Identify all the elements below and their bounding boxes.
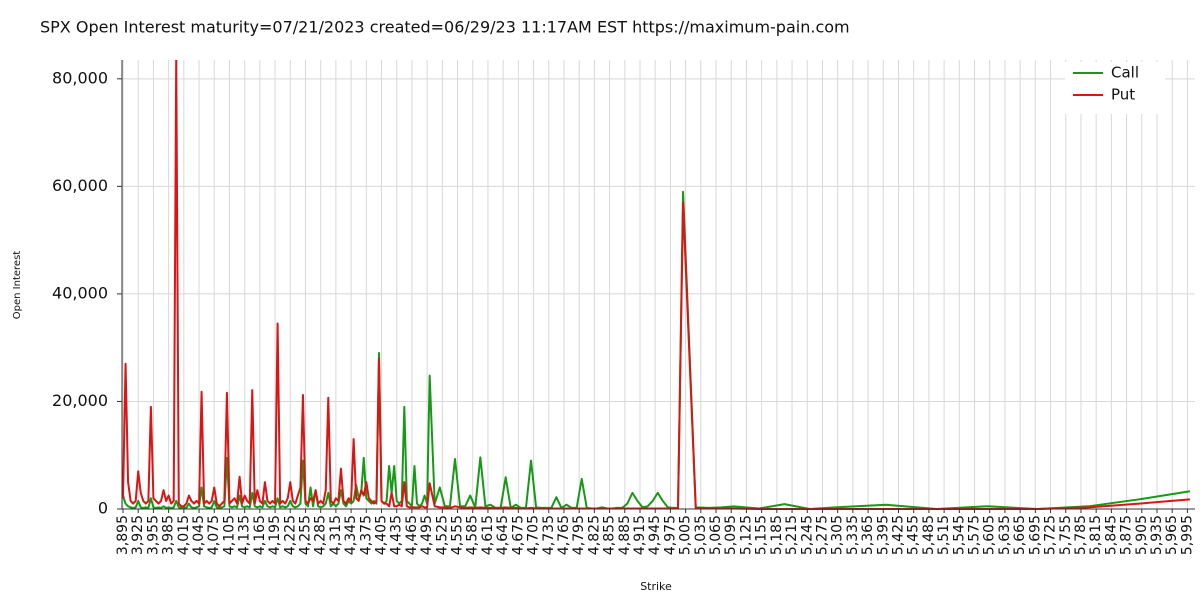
- x-tick-label: 5,845: [1103, 515, 1119, 555]
- y-tick-label: 80,000: [52, 68, 108, 87]
- series-line: [122, 190, 1191, 510]
- x-tick-label: 5,575: [967, 515, 983, 555]
- x-tick-label: 5,785: [1073, 515, 1089, 555]
- x-tick-label: 4,105: [221, 515, 237, 555]
- legend-label: Put: [1111, 86, 1135, 104]
- x-tick-label: 4,735: [541, 515, 557, 555]
- x-tick-label: 5,395: [875, 515, 891, 555]
- x-tick-label: 4,045: [191, 515, 207, 555]
- chart-title: SPX Open Interest maturity=07/21/2023 cr…: [40, 18, 850, 37]
- x-tick-label: 5,275: [814, 515, 830, 555]
- x-tick-label: 5,065: [708, 515, 724, 555]
- plot-lines: [122, 60, 1191, 510]
- x-tick-label: 4,495: [419, 515, 435, 555]
- y-axis-label: Open Interest: [12, 251, 23, 320]
- legend: Call Put: [1065, 62, 1165, 114]
- x-tick-label: 4,675: [510, 515, 526, 555]
- x-tick-label: 5,815: [1088, 515, 1104, 555]
- x-tick-label: 4,255: [297, 515, 313, 555]
- x-tick-label: 4,405: [374, 515, 390, 555]
- x-tick-label: 5,935: [1149, 515, 1165, 555]
- x-tick-label: 5,455: [906, 515, 922, 555]
- x-tick-label: 5,665: [1012, 515, 1028, 555]
- x-tick-label: 3,955: [145, 515, 161, 555]
- x-tick-label: 4,645: [495, 515, 511, 555]
- y-tick-label: 40,000: [52, 283, 108, 302]
- x-tick-label: 5,185: [769, 515, 785, 555]
- x-tick-label: 4,015: [176, 515, 192, 555]
- legend-box: [1065, 62, 1165, 114]
- x-tick-label: 5,995: [1179, 515, 1195, 555]
- x-tick-label: 5,965: [1164, 515, 1180, 555]
- x-tick-label: 4,075: [206, 515, 222, 555]
- x-tick-label: 4,345: [343, 515, 359, 555]
- x-tick-label: 5,365: [860, 515, 876, 555]
- x-tick-label: 4,795: [571, 515, 587, 555]
- x-tick-label: 4,945: [647, 515, 663, 555]
- x-tick-label: 5,245: [799, 515, 815, 555]
- x-tick-label: 5,695: [1027, 515, 1043, 555]
- x-tick-label: 4,525: [434, 515, 450, 555]
- x-tick-label: 5,485: [921, 515, 937, 555]
- x-tick-label: 5,905: [1134, 515, 1150, 555]
- x-tick-label: 5,005: [678, 515, 694, 555]
- x-tick-label: 4,975: [662, 515, 678, 555]
- x-tick-label: 5,215: [784, 515, 800, 555]
- legend-label: Call: [1111, 64, 1139, 82]
- x-tick-label: 4,435: [389, 515, 405, 555]
- x-tick-label: 5,425: [890, 515, 906, 555]
- y-tick-label: 60,000: [52, 176, 108, 195]
- x-tick-label: 5,035: [693, 515, 709, 555]
- x-tick-label: 4,825: [586, 515, 602, 555]
- x-tick-label: 4,555: [450, 515, 466, 555]
- x-tick-label: 3,985: [161, 515, 177, 555]
- x-tick-label: 4,465: [404, 515, 420, 555]
- x-tick-label: 4,855: [602, 515, 618, 555]
- x-tick-label: 5,605: [982, 515, 998, 555]
- x-tick-label: 4,615: [480, 515, 496, 555]
- x-tick-label: 5,515: [936, 515, 952, 555]
- x-tick-label: 5,155: [754, 515, 770, 555]
- x-tick-label: 4,285: [313, 515, 329, 555]
- x-tick-label: 4,165: [252, 515, 268, 555]
- x-tick-label: 4,375: [358, 515, 374, 555]
- grid: [122, 60, 1195, 510]
- x-tick-label: 4,915: [632, 515, 648, 555]
- x-tick-label: 3,895: [115, 515, 131, 555]
- axes: 0 20,000 40,000 60,000 80,000 3,895 3,925 3,955…: [52, 60, 1195, 555]
- x-tick-label: 4,765: [556, 515, 572, 555]
- x-tick-label: 4,135: [237, 515, 253, 555]
- x-tick-label: 4,885: [617, 515, 633, 555]
- y-tick-label: 0: [98, 499, 108, 518]
- x-tick-label: 4,585: [465, 515, 481, 555]
- x-tick-label: 5,725: [1043, 515, 1059, 555]
- x-tick-label: 3,925: [130, 515, 146, 555]
- x-tick-label: 5,305: [830, 515, 846, 555]
- series-line: [122, 60, 1191, 510]
- x-tick-label: 4,315: [328, 515, 344, 555]
- x-tick-label: 5,125: [738, 515, 754, 555]
- x-tick-label: 5,095: [723, 515, 739, 555]
- x-tick-label: 4,705: [526, 515, 542, 555]
- x-tick-label: 5,875: [1119, 515, 1135, 555]
- x-axis-label: Strike: [640, 580, 672, 593]
- x-tick-label: 5,635: [997, 515, 1013, 555]
- x-tick-label: 5,335: [845, 515, 861, 555]
- x-tick-label: 5,755: [1058, 515, 1074, 555]
- x-tick-label: 4,225: [282, 515, 298, 555]
- x-tick-label: 4,195: [267, 515, 283, 555]
- y-tick-label: 20,000: [52, 391, 108, 410]
- x-tick-label: 5,545: [951, 515, 967, 555]
